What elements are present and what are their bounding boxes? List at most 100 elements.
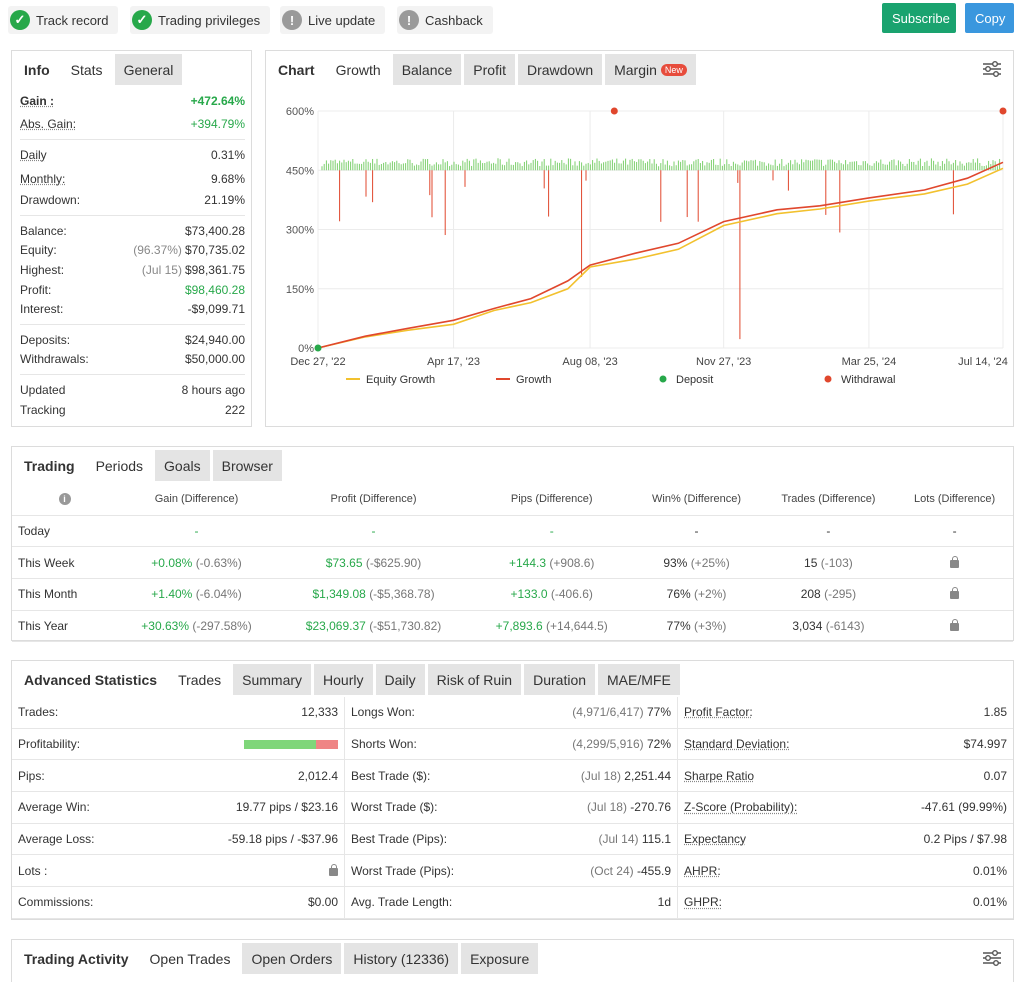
tab-hourly[interactable]: Hourly xyxy=(314,664,373,695)
tab-info[interactable]: Info xyxy=(15,54,59,85)
win-cell: 77% (+3%) xyxy=(632,610,761,643)
tab-daily[interactable]: Daily xyxy=(375,664,425,695)
table-row: This Year +30.63% (-297.58%) $23,069.37 (-… xyxy=(12,610,1013,643)
abs-gain-label[interactable]: Abs. Gain: xyxy=(20,117,77,132)
tab-goals[interactable]: Goals xyxy=(155,450,210,481)
settings-sliders-icon[interactable] xyxy=(981,59,1003,79)
advanced-tabs: Advanced Statistics Trades Summary Hourl… xyxy=(12,661,686,695)
tab-trading-activity[interactable]: Trading Activity xyxy=(15,943,138,974)
col-header: Win% (Difference) xyxy=(632,483,761,516)
live-update-badge[interactable]: ! Live update xyxy=(280,6,386,34)
daily-label[interactable]: Daily xyxy=(20,147,47,162)
table-row: Today - - - - - - xyxy=(12,515,1013,548)
pips-value: - xyxy=(549,523,554,538)
tab-advanced-statistics[interactable]: Advanced Statistics xyxy=(15,664,167,695)
tab-stats[interactable]: Stats xyxy=(61,54,112,85)
withdrawals-value: $50,000.00 xyxy=(184,352,245,367)
stat-label: Shorts Won: xyxy=(351,737,417,752)
tab-drawdown[interactable]: Drawdown xyxy=(517,54,603,85)
gain-diff: (-6.04%) xyxy=(195,587,242,602)
stat-value: -270.76 xyxy=(630,800,671,815)
y-tick-label: 600% xyxy=(286,106,314,118)
x-tick-label: Jul 14, '24 xyxy=(958,356,1008,368)
tab-risk-of-ruin[interactable]: Risk of Ruin xyxy=(427,664,522,695)
win-cell: - xyxy=(632,515,761,548)
profit-value: $73.65 xyxy=(325,555,363,570)
tab-profit[interactable]: Profit xyxy=(464,54,515,85)
balance-value: $73,400.28 xyxy=(184,223,245,238)
stat-label[interactable]: AHPR: xyxy=(684,863,721,878)
win-value: 76% xyxy=(666,587,691,602)
stat-label: Worst Trade (Pips): xyxy=(351,863,455,878)
advanced-statistics-panel: Advanced Statistics Trades Summary Hourl… xyxy=(11,660,1014,920)
tab-periods[interactable]: Periods xyxy=(86,450,153,481)
cashback-badge[interactable]: ! Cashback xyxy=(397,6,493,34)
gain-cell: +30.63% (-297.58%) xyxy=(117,610,276,643)
tab-history[interactable]: History (12336) xyxy=(344,943,459,974)
stat-label[interactable]: Sharpe Ratio xyxy=(684,768,755,783)
x-tick-label: Apr 17, '23 xyxy=(427,356,480,368)
legend-label: Equity Growth xyxy=(366,374,435,386)
monthly-label[interactable]: Monthly: xyxy=(20,171,66,186)
tab-trades[interactable]: Trades xyxy=(169,664,231,695)
gain-value: - xyxy=(194,523,199,538)
copy-button[interactable]: Copy xyxy=(965,3,1014,33)
tab-margin[interactable]: Margin New xyxy=(605,54,696,85)
col-header: Lots (Difference) xyxy=(896,483,1013,516)
stat-label[interactable]: Profit Factor: xyxy=(684,705,753,720)
equity-percent: (96.37%) xyxy=(133,243,182,258)
gain-label[interactable]: Gain : xyxy=(20,93,55,108)
tab-summary[interactable]: Summary xyxy=(233,664,312,695)
tab-balance[interactable]: Balance xyxy=(392,54,462,85)
stat-label[interactable]: Standard Deviation: xyxy=(684,737,790,752)
win-value: 77% xyxy=(666,618,691,633)
stat-cell: Average Loss: -59.18 pips / -$37.96 xyxy=(12,823,345,855)
tab-duration[interactable]: Duration xyxy=(524,664,596,695)
stat-label[interactable]: GHPR: xyxy=(684,895,723,910)
withdrawal-marker xyxy=(999,107,1007,115)
exclamation-icon: ! xyxy=(282,10,302,30)
lots-cell xyxy=(896,610,1013,643)
tab-open-trades[interactable]: Open Trades xyxy=(140,943,240,974)
lots-cell xyxy=(896,578,1013,611)
tab-growth[interactable]: Growth xyxy=(326,54,390,85)
info-icon[interactable]: i xyxy=(58,492,71,505)
tab-browser[interactable]: Browser xyxy=(212,450,282,481)
stat-value: 1d xyxy=(657,895,671,910)
stat-label: Pips: xyxy=(18,768,45,783)
check-icon: ✓ xyxy=(10,10,30,30)
tab-mae-mfe[interactable]: MAE/MFE xyxy=(598,664,680,695)
settings-sliders-icon[interactable] xyxy=(981,948,1003,968)
stat-label[interactable]: Expectancy xyxy=(684,832,747,847)
period-label: This Month xyxy=(18,587,78,602)
tab-general[interactable]: General xyxy=(114,54,183,85)
badge-label: Live update xyxy=(308,12,376,28)
subscribe-button[interactable]: Subscribe xyxy=(882,3,956,33)
trades-value: 15 xyxy=(804,555,818,570)
col-header: Gain (Difference) xyxy=(117,483,276,516)
legend-label: Growth xyxy=(516,374,551,386)
track-record-badge[interactable]: ✓ Track record xyxy=(8,6,119,34)
tab-chart[interactable]: Chart xyxy=(269,54,324,85)
trades-cell: 208 (-295) xyxy=(760,578,897,611)
stat-label: Average Win: xyxy=(18,800,90,815)
profitability-bar xyxy=(244,739,338,749)
stat-label: Best Trade (Pips): xyxy=(351,832,448,847)
tab-open-orders[interactable]: Open Orders xyxy=(242,943,342,974)
deposits-value: $24,940.00 xyxy=(184,332,245,347)
withdrawals-label: Withdrawals: xyxy=(20,352,89,367)
stat-label: Worst Trade ($): xyxy=(351,800,438,815)
tab-trading[interactable]: Trading xyxy=(15,450,84,481)
equity-row: Equity: (96.37%) $70,735.02 xyxy=(20,241,245,261)
top-status-bar: ✓ Track record ✓ Trading privileges ! Li… xyxy=(8,3,1016,34)
profit-cell: $73.65 (-$625.90) xyxy=(276,546,472,579)
tab-exposure[interactable]: Exposure xyxy=(461,943,539,974)
updated-value: 8 hours ago xyxy=(181,382,245,397)
gain-cell: +0.08% (-0.63%) xyxy=(117,546,276,579)
stat-label[interactable]: Z-Score (Probability): xyxy=(684,800,798,815)
growth-chart[interactable]: 0% 150% 300% 450% 600% Dec 27, '22 Apr 17, '23… xyxy=(266,91,1013,426)
pips-cell: +7,893.6 (+14,644.5) xyxy=(471,610,633,643)
gain-diff: (-297.58%) xyxy=(192,618,252,633)
trading-privileges-badge[interactable]: ✓ Trading privileges xyxy=(130,6,271,34)
highest-value: $98,361.75 xyxy=(184,262,245,277)
